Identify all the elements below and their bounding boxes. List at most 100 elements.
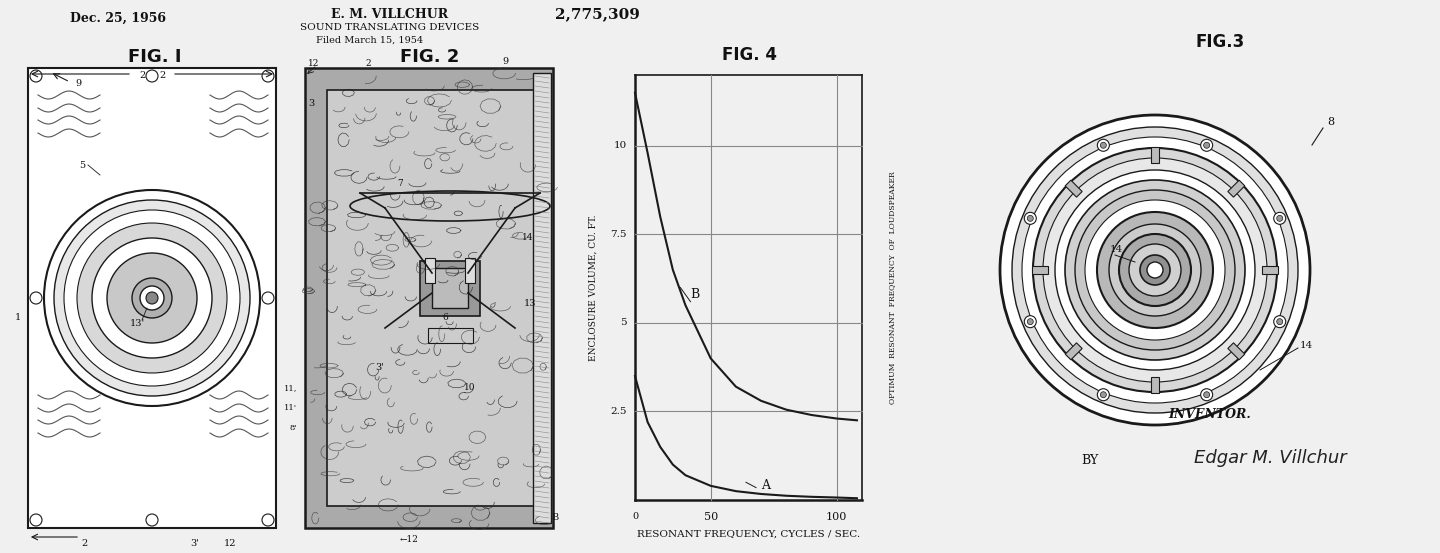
Text: 11': 11' — [284, 404, 297, 412]
Text: FIG. 4: FIG. 4 — [723, 46, 778, 64]
Text: SOUND TRANSLATING DEVICES: SOUND TRANSLATING DEVICES — [301, 23, 480, 33]
Text: 8: 8 — [1328, 117, 1333, 127]
Circle shape — [1043, 158, 1267, 382]
Circle shape — [1277, 319, 1283, 325]
Text: Dec. 25, 1956: Dec. 25, 1956 — [71, 12, 166, 24]
Circle shape — [1100, 392, 1106, 398]
Text: 2.5: 2.5 — [611, 407, 626, 416]
Text: B: B — [552, 514, 559, 523]
Text: 13': 13' — [130, 319, 144, 327]
Circle shape — [1027, 319, 1034, 325]
Bar — [1066, 180, 1083, 197]
Text: E. M. VILLCHUR: E. M. VILLCHUR — [331, 8, 449, 20]
Circle shape — [30, 292, 42, 304]
Text: 14: 14 — [1300, 341, 1313, 349]
Circle shape — [1204, 142, 1210, 148]
Text: 2: 2 — [158, 70, 166, 80]
Text: 9: 9 — [503, 56, 508, 65]
Text: FIG. I: FIG. I — [128, 48, 181, 66]
Text: 12: 12 — [223, 539, 236, 547]
Circle shape — [30, 514, 42, 526]
Circle shape — [1056, 170, 1256, 370]
Text: OPTIMUM  RESONANT  FREQUENCY  OF  LOUDSPEAKER: OPTIMUM RESONANT FREQUENCY OF LOUDSPEAKE… — [888, 171, 896, 404]
Text: 9: 9 — [75, 79, 81, 87]
Bar — [1151, 377, 1159, 393]
Circle shape — [1012, 127, 1297, 413]
Circle shape — [132, 278, 171, 318]
Text: 2: 2 — [82, 539, 88, 547]
Circle shape — [1129, 244, 1181, 296]
Text: RESONANT FREQUENCY, CYCLES / SEC.: RESONANT FREQUENCY, CYCLES / SEC. — [636, 530, 860, 539]
Circle shape — [1277, 215, 1283, 221]
Circle shape — [262, 70, 274, 82]
Bar — [27, 68, 276, 528]
Text: 10: 10 — [613, 142, 626, 150]
Text: 2: 2 — [138, 70, 145, 80]
Circle shape — [1066, 180, 1246, 360]
Text: 13: 13 — [524, 299, 536, 307]
Text: 2: 2 — [364, 59, 370, 67]
Circle shape — [1100, 142, 1106, 148]
Circle shape — [1084, 200, 1225, 340]
Text: A: A — [762, 479, 770, 492]
Circle shape — [1022, 137, 1287, 403]
Circle shape — [1119, 234, 1191, 306]
Bar — [428, 328, 472, 343]
Text: 3': 3' — [376, 363, 384, 373]
Text: 5: 5 — [79, 160, 85, 170]
Bar — [327, 90, 536, 506]
Text: 7.5: 7.5 — [611, 230, 626, 239]
Text: Filed March 15, 1954: Filed March 15, 1954 — [317, 35, 423, 44]
Text: 50: 50 — [704, 512, 717, 522]
Circle shape — [1274, 212, 1286, 225]
Circle shape — [1204, 392, 1210, 398]
Text: FIG.3: FIG.3 — [1195, 33, 1244, 51]
Circle shape — [1032, 148, 1277, 392]
Circle shape — [55, 200, 251, 396]
Text: 7: 7 — [397, 179, 403, 187]
Circle shape — [1148, 262, 1164, 278]
Circle shape — [92, 238, 212, 358]
Bar — [420, 261, 480, 316]
Circle shape — [45, 190, 261, 406]
Bar — [533, 73, 552, 523]
Circle shape — [1024, 316, 1037, 328]
Bar — [305, 68, 553, 528]
Text: ←12: ←12 — [399, 535, 419, 545]
Text: 12: 12 — [308, 59, 320, 67]
Circle shape — [1097, 389, 1109, 401]
Bar — [1066, 343, 1083, 360]
Circle shape — [1024, 212, 1037, 225]
Text: 14: 14 — [523, 233, 534, 243]
Circle shape — [1140, 255, 1169, 285]
Text: B: B — [691, 288, 700, 301]
Text: 1: 1 — [14, 314, 22, 322]
Text: 11,: 11, — [284, 384, 297, 392]
Text: 6: 6 — [442, 314, 448, 322]
Circle shape — [999, 115, 1310, 425]
Circle shape — [1201, 139, 1212, 152]
Text: ENCLOSURE VOLUME, CU. FT.: ENCLOSURE VOLUME, CU. FT. — [589, 214, 598, 361]
Circle shape — [1097, 212, 1212, 328]
Circle shape — [262, 292, 274, 304]
Text: 0: 0 — [632, 512, 638, 521]
Circle shape — [1076, 190, 1236, 350]
Circle shape — [145, 292, 158, 304]
Circle shape — [76, 223, 228, 373]
Text: 100: 100 — [827, 512, 848, 522]
Text: 5: 5 — [621, 319, 626, 327]
Text: 3': 3' — [190, 539, 200, 547]
Circle shape — [63, 210, 240, 386]
Circle shape — [262, 514, 274, 526]
Bar — [1261, 266, 1279, 274]
Circle shape — [140, 286, 164, 310]
Text: BY: BY — [1081, 453, 1099, 467]
Circle shape — [145, 70, 158, 82]
Circle shape — [145, 514, 158, 526]
Circle shape — [107, 253, 197, 343]
Text: FIG. 2: FIG. 2 — [400, 48, 459, 66]
Bar — [465, 258, 475, 283]
Bar — [1032, 266, 1048, 274]
Circle shape — [1097, 139, 1109, 152]
Text: 2,775,309: 2,775,309 — [556, 7, 639, 21]
